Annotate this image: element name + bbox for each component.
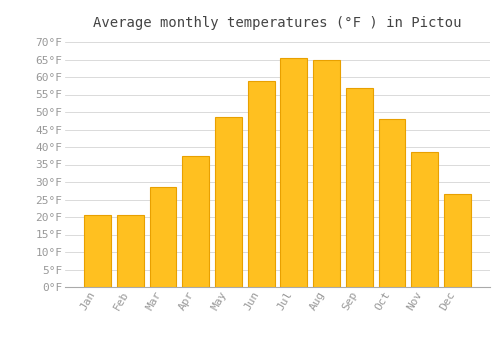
Bar <box>117 215 144 287</box>
Bar <box>215 117 242 287</box>
Bar <box>280 58 307 287</box>
Bar <box>411 152 438 287</box>
Bar <box>444 194 470 287</box>
Bar <box>150 187 176 287</box>
Bar <box>313 60 340 287</box>
Bar <box>182 156 209 287</box>
Bar <box>248 80 274 287</box>
Title: Average monthly temperatures (°F ) in Pictou: Average monthly temperatures (°F ) in Pi… <box>93 16 462 30</box>
Bar <box>346 88 372 287</box>
Bar <box>84 215 111 287</box>
Bar <box>378 119 406 287</box>
